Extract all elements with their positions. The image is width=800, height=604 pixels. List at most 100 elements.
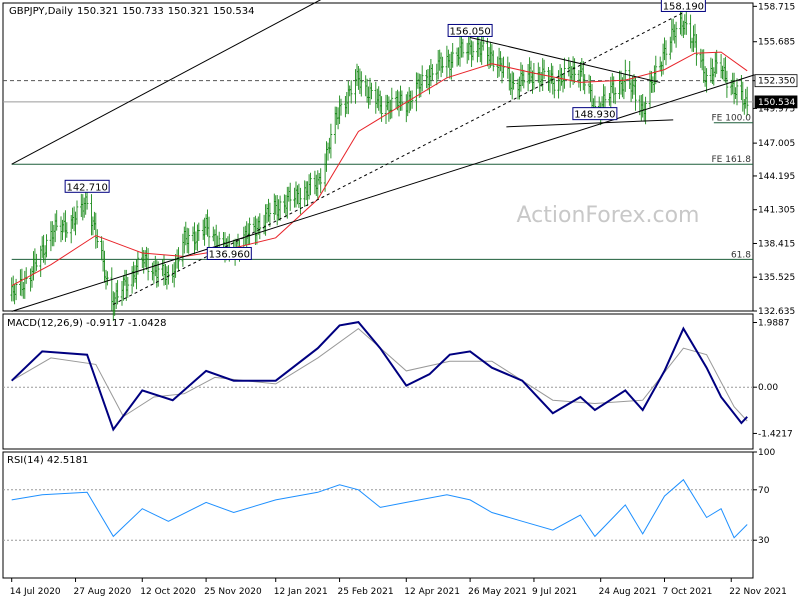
ohlc-bar bbox=[420, 65, 424, 92]
ohlc-bar bbox=[181, 233, 185, 267]
ohlc-bar bbox=[690, 37, 694, 52]
ohlc-bar bbox=[49, 221, 53, 252]
ohlc-bar bbox=[609, 76, 613, 109]
ohlc-bar bbox=[500, 57, 504, 84]
ohlc-bar bbox=[286, 186, 289, 219]
ohlc-bar bbox=[509, 73, 512, 95]
ohlc-bar bbox=[14, 278, 18, 301]
ohlc-bar bbox=[410, 90, 414, 109]
ohlc-bar bbox=[570, 66, 573, 82]
ohlc-bar bbox=[714, 52, 717, 78]
macd-y-tick-label: -1.4217 bbox=[758, 429, 793, 439]
ohlc-bar bbox=[319, 168, 322, 194]
ohlc-bar bbox=[103, 250, 106, 283]
ohlc-bar bbox=[106, 271, 109, 286]
ohlc-bar bbox=[583, 74, 586, 95]
price-y-tick-label: 132.635 bbox=[758, 307, 795, 317]
ohlc-bar bbox=[196, 224, 199, 251]
ohlc-bar bbox=[275, 195, 279, 226]
ohlc-bar bbox=[538, 66, 542, 92]
x-tick-label: 7 Oct 2021 bbox=[663, 587, 713, 597]
ohlc-bar bbox=[354, 69, 357, 104]
price-panel bbox=[2, 2, 754, 312]
ohlc-bar bbox=[304, 181, 308, 201]
ohlc-bar bbox=[426, 69, 430, 91]
ohlc-bar bbox=[722, 58, 726, 82]
ohlc-bar bbox=[529, 60, 533, 83]
ohlc-bar bbox=[296, 185, 299, 205]
macd-panel bbox=[2, 313, 754, 450]
ohlc-bar bbox=[348, 85, 351, 97]
ohlc-bar bbox=[384, 94, 388, 124]
ohlc-bar bbox=[10, 277, 13, 302]
ohlc-bar bbox=[100, 236, 103, 261]
ohlc-bar bbox=[682, 20, 685, 38]
ohlc-bar bbox=[397, 91, 401, 117]
header-open: 150.321 bbox=[77, 6, 118, 17]
x-tick-label: 12 Apr 2021 bbox=[404, 587, 460, 597]
price-header: GBPJPY,Daily 150.321 150.733 150.321 150.534 bbox=[9, 6, 254, 17]
ohlc-bar bbox=[703, 66, 707, 87]
ohlc-bar bbox=[435, 63, 439, 86]
ohlc-bar bbox=[441, 56, 444, 73]
ohlc-bar bbox=[589, 75, 592, 102]
ohlc-bar bbox=[712, 67, 716, 86]
ohlc-bar bbox=[618, 70, 621, 100]
ohlc-bar bbox=[357, 66, 360, 90]
ohlc-bar bbox=[283, 194, 286, 214]
ohlc-bar bbox=[187, 228, 190, 254]
swing-label-2: 156.050 bbox=[447, 23, 493, 37]
ohlc-bar bbox=[258, 213, 262, 240]
ohlc-bar bbox=[104, 269, 108, 290]
ohlc-bar bbox=[29, 268, 32, 292]
symbol: GBPJPY bbox=[9, 6, 45, 17]
ohlc-bar bbox=[619, 70, 623, 95]
ohlc-bar bbox=[542, 59, 546, 79]
ohlc-bar bbox=[400, 90, 404, 111]
ohlc-bar bbox=[428, 65, 431, 95]
ohlc-bar bbox=[71, 207, 74, 229]
ohlc-bar bbox=[151, 262, 154, 281]
ohlc-bar bbox=[429, 59, 433, 86]
ohlc-bar bbox=[42, 234, 45, 263]
ohlc-bar bbox=[377, 86, 380, 111]
fib-level-label-0: FE 100.0 bbox=[712, 114, 752, 124]
rsi-y-tick-label: 70 bbox=[758, 486, 770, 496]
swing-label-box bbox=[572, 107, 618, 121]
ohlc-bar bbox=[307, 174, 311, 200]
ohlc-bar bbox=[90, 194, 93, 236]
ohlc-bar bbox=[405, 94, 408, 123]
ohlc-bar bbox=[212, 226, 215, 242]
ohlc-bar bbox=[631, 76, 634, 99]
ohlc-bar bbox=[82, 197, 86, 218]
ohlc-bar bbox=[161, 259, 164, 277]
ohlc-bar bbox=[510, 71, 514, 100]
ohlc-bar bbox=[252, 217, 256, 233]
ohlc-bar bbox=[577, 70, 581, 88]
ohlc-bar bbox=[309, 172, 312, 196]
header-low: 150.321 bbox=[168, 6, 209, 17]
ohlc-bar bbox=[673, 24, 676, 44]
ohlc-bar bbox=[558, 64, 562, 91]
ohlc-bar bbox=[213, 229, 217, 246]
ohlc-bar bbox=[547, 67, 550, 91]
x-tick-label: 25 Nov 2020 bbox=[204, 587, 262, 597]
ohlc-bar bbox=[135, 259, 138, 290]
rsi-header: RSI(14) 42.5181 bbox=[7, 455, 88, 466]
ohlc-bar bbox=[167, 265, 170, 285]
ohlc-bar bbox=[512, 72, 515, 90]
price-static: FE 100.0 FE 161.8 61.8 bbox=[3, 80, 753, 260]
ohlc-bar bbox=[155, 260, 159, 288]
ohlc-bar bbox=[45, 234, 48, 258]
ohlc-bar bbox=[693, 23, 697, 48]
ohlc-bar bbox=[11, 275, 15, 302]
price-y-tick-label: 149.975 bbox=[758, 104, 795, 114]
ohlc-bar bbox=[133, 265, 137, 283]
ohlc-bar bbox=[294, 181, 298, 208]
ohlc-bar bbox=[640, 95, 643, 122]
ohlc-bar bbox=[284, 194, 288, 218]
ohlc-bar bbox=[204, 214, 208, 235]
ohlc-bar bbox=[674, 21, 678, 48]
ohlc-bar bbox=[329, 123, 333, 159]
ohlc-bar bbox=[306, 181, 309, 206]
